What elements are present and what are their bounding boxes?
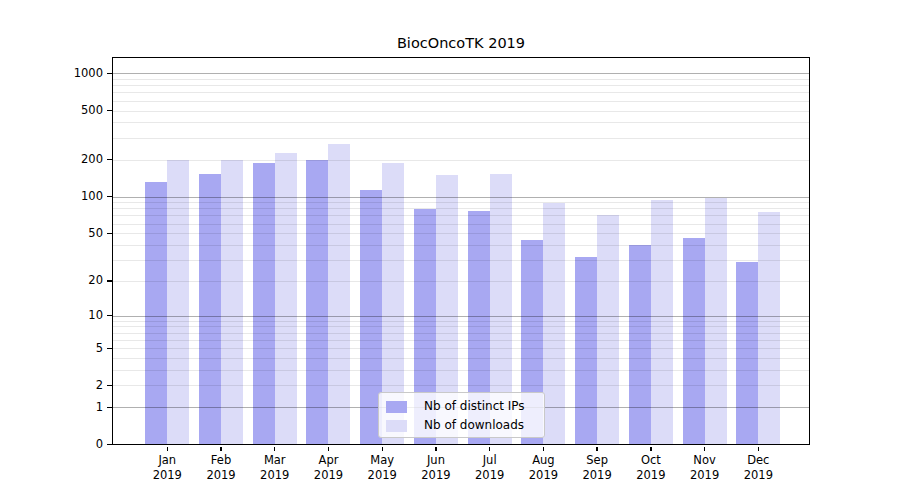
minor-gridline — [113, 358, 809, 359]
minor-gridline — [113, 215, 809, 216]
y-tick-mark — [107, 348, 112, 349]
x-tick-label: Oct 2019 — [624, 453, 678, 484]
x-tick-mark — [596, 447, 597, 451]
y-tick-mark — [107, 407, 112, 408]
minor-gridline — [113, 348, 809, 349]
x-tick-mark — [704, 447, 705, 451]
y-tick-label: 500 — [0, 103, 103, 118]
bar-downloads-sep — [597, 215, 619, 444]
chart-title: BiocOncoTK 2019 — [113, 35, 809, 51]
minor-gridline — [113, 321, 809, 322]
x-tick-label: Jul 2019 — [463, 453, 517, 484]
minor-gridline — [113, 208, 809, 209]
minor-gridline — [113, 370, 809, 371]
minor-gridline — [113, 111, 809, 112]
x-tick-label: Nov 2019 — [678, 453, 732, 484]
minor-gridline — [113, 385, 809, 386]
y-tick-mark — [107, 159, 112, 160]
legend-label-distinct-ips: Nb of distinct IPs — [424, 399, 525, 413]
x-tick-label: Jun 2019 — [409, 453, 463, 484]
minor-gridline — [113, 202, 809, 203]
major-gridline — [113, 316, 809, 317]
x-tick-label: Dec 2019 — [731, 453, 785, 484]
x-tick-label: Sep 2019 — [570, 453, 624, 484]
x-tick-mark — [328, 447, 329, 451]
y-tick-mark — [107, 280, 112, 281]
x-tick-label: Apr 2019 — [301, 453, 355, 484]
bar-downloads-dec — [758, 212, 780, 445]
minor-gridline — [113, 85, 809, 86]
minor-gridline — [113, 122, 809, 123]
x-tick-mark — [382, 447, 383, 451]
y-tick-label: 5 — [0, 341, 103, 356]
y-tick-mark — [107, 73, 112, 74]
minor-gridline — [113, 92, 809, 93]
minor-gridline — [113, 138, 809, 139]
x-tick-mark — [489, 447, 490, 451]
x-tick-mark — [650, 447, 651, 451]
minor-gridline — [113, 281, 809, 282]
y-tick-mark — [107, 110, 112, 111]
minor-gridline — [113, 326, 809, 327]
y-tick-label: 1000 — [0, 66, 103, 81]
y-tick-label: 10 — [0, 308, 103, 323]
bar-downloads-apr — [328, 144, 350, 445]
minor-gridline — [113, 233, 809, 234]
x-tick-label: Mar 2019 — [248, 453, 302, 484]
minor-gridline — [113, 224, 809, 225]
major-gridline — [113, 73, 809, 74]
minor-gridline — [113, 101, 809, 102]
plot-area — [113, 58, 809, 445]
x-tick-label: Feb 2019 — [194, 453, 248, 484]
legend-label-downloads: Nb of downloads — [424, 418, 524, 432]
x-tick-mark — [435, 447, 436, 451]
x-tick-label: Jan 2019 — [140, 453, 194, 484]
x-tick-mark — [758, 447, 759, 451]
x-tick-label: May 2019 — [355, 453, 409, 484]
x-tick-label: Aug 2019 — [516, 453, 570, 484]
y-tick-mark — [107, 196, 112, 197]
major-gridline — [113, 197, 809, 198]
minor-gridline — [113, 160, 809, 161]
x-tick-mark — [543, 447, 544, 451]
y-tick-label: 20 — [0, 273, 103, 288]
bar-distinct-ips-dec — [736, 262, 758, 445]
bar-distinct-ips-sep — [575, 257, 597, 445]
y-tick-mark — [107, 315, 112, 316]
y-tick-mark — [107, 385, 112, 386]
bar-distinct-ips-nov — [683, 238, 705, 445]
bar-downloads-aug — [543, 203, 565, 444]
y-tick-label: 200 — [0, 152, 103, 167]
y-tick-label: 100 — [0, 189, 103, 204]
x-tick-mark — [220, 447, 221, 451]
y-tick-label: 1 — [0, 400, 103, 415]
minor-gridline — [113, 333, 809, 334]
y-tick-label: 0 — [0, 437, 103, 452]
minor-gridline — [113, 245, 809, 246]
legend: Nb of distinct IPs Nb of downloads — [378, 392, 545, 438]
bar-distinct-ips-mar — [253, 163, 275, 444]
minor-gridline — [113, 340, 809, 341]
bar-distinct-ips-jan — [145, 182, 167, 444]
legend-swatch-distinct-ips — [386, 401, 407, 413]
download-stats-chart: BiocOncoTK 2019 0 1 2 5 10 20 50 100 200 500 1000 J… — [0, 0, 900, 500]
x-tick-mark — [274, 447, 275, 451]
bar-distinct-ips-oct — [629, 245, 651, 445]
legend-swatch-downloads — [386, 420, 407, 432]
minor-gridline — [113, 79, 809, 80]
y-tick-mark — [107, 233, 112, 234]
y-tick-mark — [107, 444, 112, 445]
minor-gridline — [113, 260, 809, 261]
x-tick-mark — [167, 447, 168, 451]
y-tick-label: 2 — [0, 378, 103, 393]
y-tick-label: 50 — [0, 226, 103, 241]
